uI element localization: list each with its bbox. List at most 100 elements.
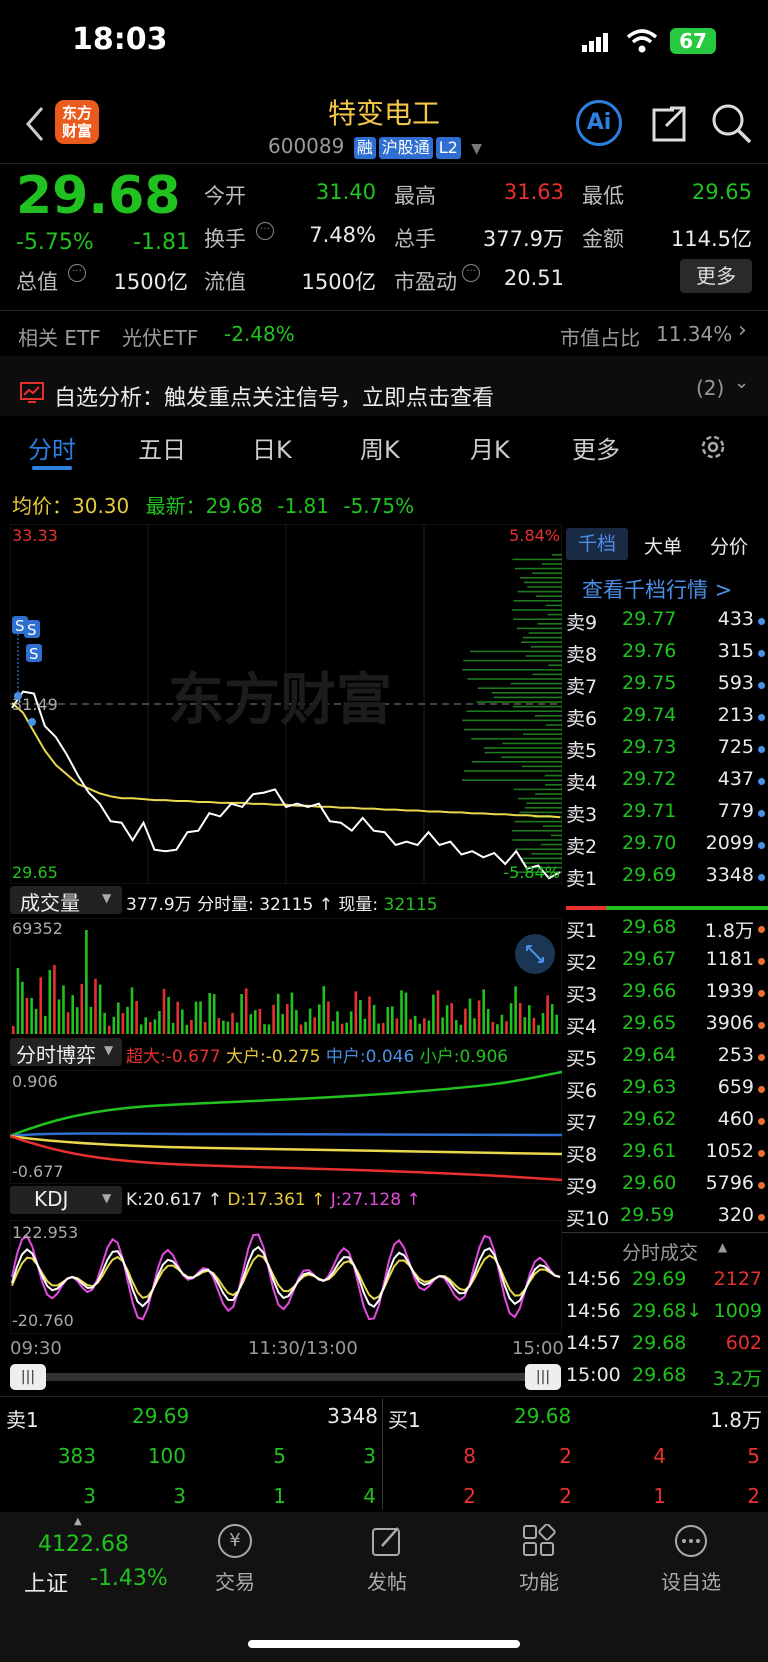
bid-row[interactable]: 买4 29.65 3906 bbox=[566, 1012, 768, 1042]
bid-row[interactable]: 买10 29.59 320 bbox=[566, 1204, 768, 1234]
back-icon[interactable] bbox=[22, 104, 48, 144]
volume-dropdown[interactable]: 成交量 ▼ bbox=[10, 886, 122, 915]
ratio-label: 市值占比 bbox=[560, 326, 640, 350]
ask-price: 29.77 bbox=[622, 608, 677, 630]
tab-daily-k[interactable]: 日K bbox=[252, 436, 292, 464]
bid-row[interactable]: 买9 29.60 5796 bbox=[566, 1172, 768, 1202]
kdj-dropdown[interactable]: KDJ ▼ bbox=[10, 1186, 122, 1214]
game-item-label: 大户: bbox=[225, 1047, 266, 1067]
volume-bar bbox=[532, 1017, 536, 1034]
info-icon[interactable]: ··· bbox=[462, 264, 480, 282]
nav-functions[interactable]: 功能 bbox=[484, 1520, 594, 1600]
ask-row[interactable]: 卖1 29.69 3348 bbox=[566, 864, 768, 894]
ask-row[interactable]: 卖8 29.76 315 bbox=[566, 640, 768, 670]
ai-button[interactable]: Ai bbox=[576, 100, 622, 146]
tab-more[interactable]: 更多 bbox=[572, 436, 620, 464]
dot-icon bbox=[758, 1054, 765, 1061]
index-widget[interactable]: ▲ 4122.68 上证 -1.43% bbox=[0, 1512, 168, 1602]
depth-bar bbox=[463, 770, 562, 772]
more-button[interactable]: 更多 bbox=[680, 259, 752, 293]
order-book-tab-big[interactable]: 大单 bbox=[644, 536, 683, 558]
tab-five-day[interactable]: 五日 bbox=[138, 436, 186, 464]
stock-code-row[interactable]: 600089 融沪股通 L2 ▼ bbox=[268, 134, 482, 159]
volume-bar bbox=[546, 995, 549, 1034]
order-book-tab-thousand[interactable]: 千档 bbox=[566, 528, 628, 560]
volume-bar bbox=[518, 1003, 522, 1034]
bid-row[interactable]: 买6 29.63 659 bbox=[566, 1076, 768, 1106]
depth-bar bbox=[491, 692, 562, 694]
volume-bar bbox=[514, 986, 517, 1034]
chevron-down-icon: ▼ bbox=[104, 1043, 114, 1057]
range-handle-left[interactable]: ||| bbox=[10, 1364, 46, 1390]
bid-row[interactable]: 买1 29.68 1.8万 bbox=[566, 916, 768, 946]
volume-total: 377.9万 bbox=[126, 895, 192, 915]
tag-margin: 融 bbox=[353, 137, 376, 159]
info-icon[interactable]: ··· bbox=[68, 264, 86, 282]
tab-weekly-k[interactable]: 周K bbox=[360, 436, 400, 464]
bid-row[interactable]: 买8 29.61 1052 bbox=[566, 1140, 768, 1170]
depth-bar bbox=[510, 682, 562, 685]
volume-bar bbox=[34, 1008, 38, 1034]
alert-text[interactable]: 自选分析：触发重点关注信号，立即点击查看 bbox=[54, 386, 495, 411]
volume-bar bbox=[267, 1024, 271, 1034]
view-depth-link[interactable]: 查看千档行情 > bbox=[582, 578, 733, 602]
tab-monthly-k[interactable]: 月K bbox=[470, 436, 510, 464]
kdj-y-bottom: -20.760 bbox=[12, 1311, 74, 1330]
ask-row[interactable]: 卖2 29.70 2099 bbox=[566, 832, 768, 862]
dot-icon bbox=[758, 958, 765, 965]
dot-icon bbox=[758, 926, 765, 933]
tab-intraday[interactable]: 分时 bbox=[28, 436, 76, 464]
trade-row: 14:57 29.68 602 bbox=[566, 1332, 768, 1362]
ask-row[interactable]: 卖5 29.73 725 bbox=[566, 736, 768, 766]
chevron-up-icon[interactable]: ▲ bbox=[718, 1240, 728, 1254]
settings-gear-icon[interactable] bbox=[698, 432, 728, 462]
ask-price: 29.71 bbox=[622, 800, 677, 822]
intraday-chart[interactable]: 东方财富 33.33 31.49 29.65 5.84% -5.84% S S … bbox=[10, 524, 562, 884]
quote-label: 金额 bbox=[582, 227, 624, 251]
search-icon[interactable] bbox=[708, 100, 754, 146]
volume-chart[interactable]: 69352 bbox=[10, 918, 562, 1034]
depth-bar bbox=[523, 733, 562, 735]
bid-price: 29.66 bbox=[622, 980, 677, 1002]
kdj-chart[interactable]: 122.953 -20.760 bbox=[10, 1220, 562, 1334]
volume-bar bbox=[327, 1001, 330, 1034]
ask-row[interactable]: 卖9 29.77 433 bbox=[566, 608, 768, 638]
depth-bar bbox=[544, 774, 562, 777]
ask-row[interactable]: 卖4 29.72 437 bbox=[566, 768, 768, 798]
game-dropdown[interactable]: 分时博弈 ▼ bbox=[10, 1038, 122, 1067]
ask-row[interactable]: 卖3 29.71 779 bbox=[566, 800, 768, 830]
trade-time: 14:56 bbox=[566, 1300, 621, 1322]
bid-row[interactable]: 买2 29.67 1181 bbox=[566, 948, 768, 978]
alert-count[interactable]: (2) bbox=[696, 376, 725, 400]
order-book-tab-price[interactable]: 分价 bbox=[710, 536, 749, 558]
nav-post[interactable]: 发帖 bbox=[332, 1520, 442, 1600]
volume-bar bbox=[286, 1004, 289, 1034]
depth-bar bbox=[540, 843, 562, 846]
ask-row[interactable]: 卖6 29.74 213 bbox=[566, 704, 768, 734]
volume-bar bbox=[423, 1018, 426, 1034]
etf-name[interactable]: 光伏ETF bbox=[122, 326, 199, 350]
depth-bar bbox=[517, 871, 562, 873]
ask-volume: 437 bbox=[717, 768, 754, 790]
bid-row[interactable]: 买5 29.64 253 bbox=[566, 1044, 768, 1074]
nav-add-watchlist[interactable]: 设自选 bbox=[636, 1520, 746, 1600]
volume-bar bbox=[386, 1007, 390, 1034]
quote-value-float-cap: 1500亿 bbox=[301, 270, 376, 294]
bid-row[interactable]: 买7 29.62 460 bbox=[566, 1108, 768, 1138]
nav-trade[interactable]: ¥ 交易 bbox=[180, 1520, 290, 1600]
chevron-right-icon[interactable]: › bbox=[738, 318, 747, 343]
fullscreen-icon[interactable] bbox=[515, 934, 555, 974]
bid-row[interactable]: 买3 29.66 1939 bbox=[566, 980, 768, 1010]
volume-bar bbox=[258, 1009, 262, 1034]
game-chart[interactable]: 0.906 -0.677 bbox=[10, 1070, 562, 1184]
depth-bar bbox=[542, 825, 562, 827]
share-icon[interactable] bbox=[646, 100, 692, 146]
trades-label[interactable]: 分时成交 bbox=[622, 1242, 699, 1264]
chevron-down-icon[interactable]: ⌄ bbox=[734, 372, 750, 393]
volume-bar bbox=[281, 1014, 284, 1034]
range-handle-right[interactable]: ||| bbox=[525, 1364, 561, 1390]
info-icon[interactable]: ··· bbox=[256, 222, 274, 240]
quote-label: 换手 bbox=[204, 227, 246, 251]
ask-row[interactable]: 卖7 29.75 593 bbox=[566, 672, 768, 702]
volume-bar bbox=[354, 991, 358, 1034]
